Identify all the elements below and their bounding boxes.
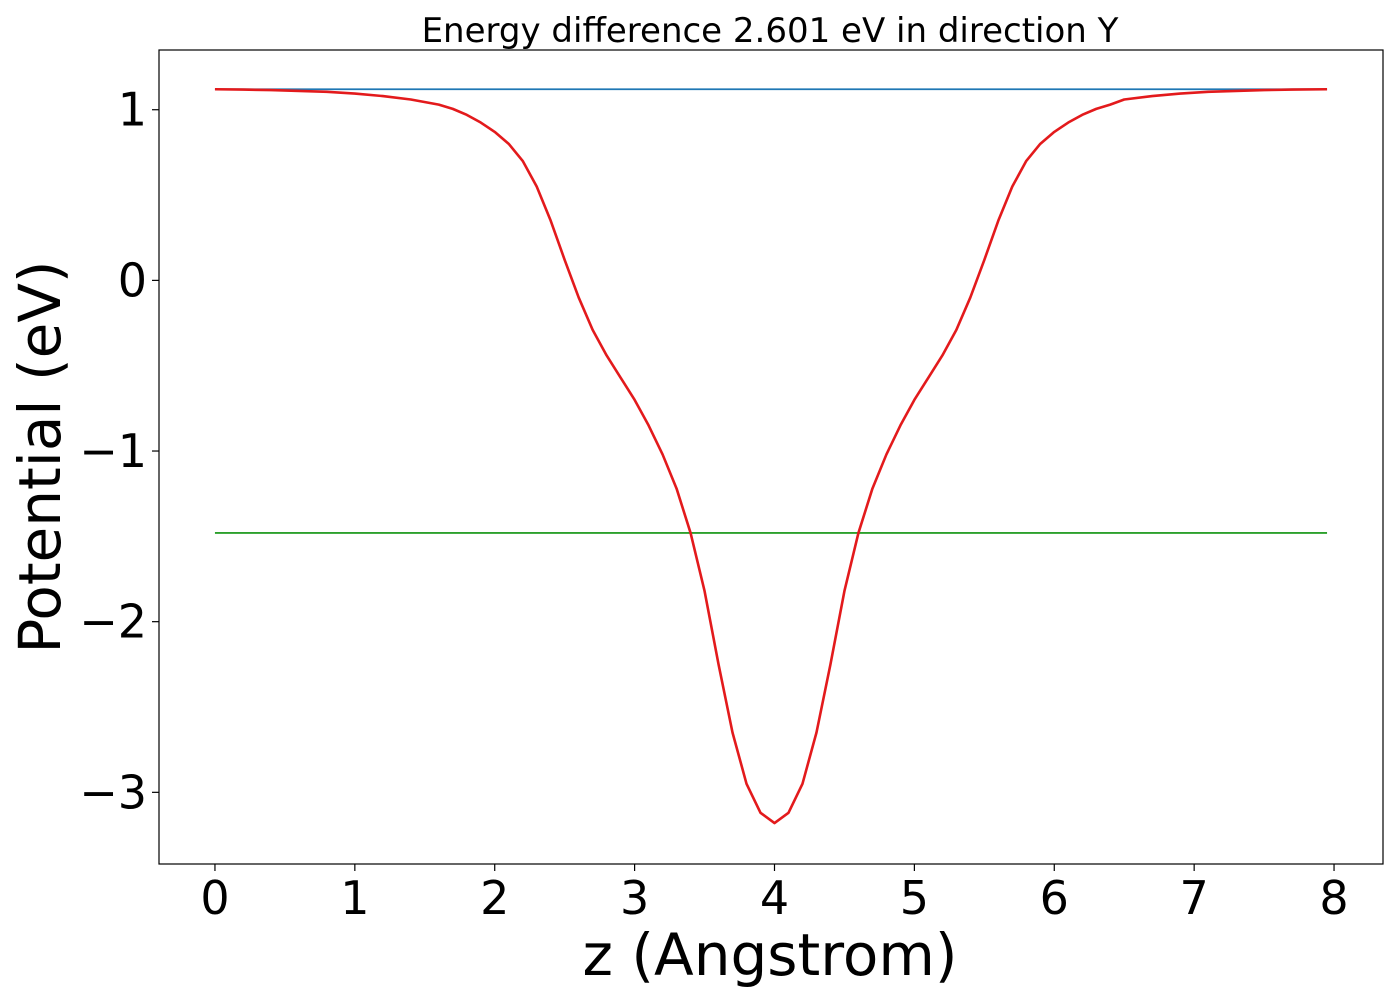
x-tick-label: 6 xyxy=(1040,871,1069,925)
x-tick-label: 0 xyxy=(200,871,229,925)
x-tick-label: 8 xyxy=(1319,871,1348,925)
x-tick-label: 2 xyxy=(480,871,509,925)
x-tick-label: 5 xyxy=(900,871,929,925)
y-axis-ticks: 1 0 −1 −2 −3 xyxy=(79,83,159,819)
y-tick-label: −1 xyxy=(79,424,147,478)
series-layer xyxy=(214,87,1328,825)
x-tick-label: 3 xyxy=(620,871,649,925)
y-tick-label: −3 xyxy=(79,765,147,819)
x-axis-label: z (Angstrom) xyxy=(583,921,958,989)
plot-frame xyxy=(158,49,1384,865)
y-tick-label: 1 xyxy=(118,83,147,137)
chart-title: Energy difference 2.601 eV in direction … xyxy=(422,11,1119,51)
potential-curve-line xyxy=(214,87,1328,825)
x-axis-ticks: 0 1 2 3 4 5 6 7 8 xyxy=(200,864,1349,925)
x-tick-label: 4 xyxy=(760,871,789,925)
x-tick-label: 1 xyxy=(340,871,369,925)
x-tick-label: 7 xyxy=(1180,871,1209,925)
y-tick-label: −2 xyxy=(79,595,147,649)
y-axis-label: Potential (eV) xyxy=(6,260,74,653)
y-tick-label: 0 xyxy=(118,253,147,307)
